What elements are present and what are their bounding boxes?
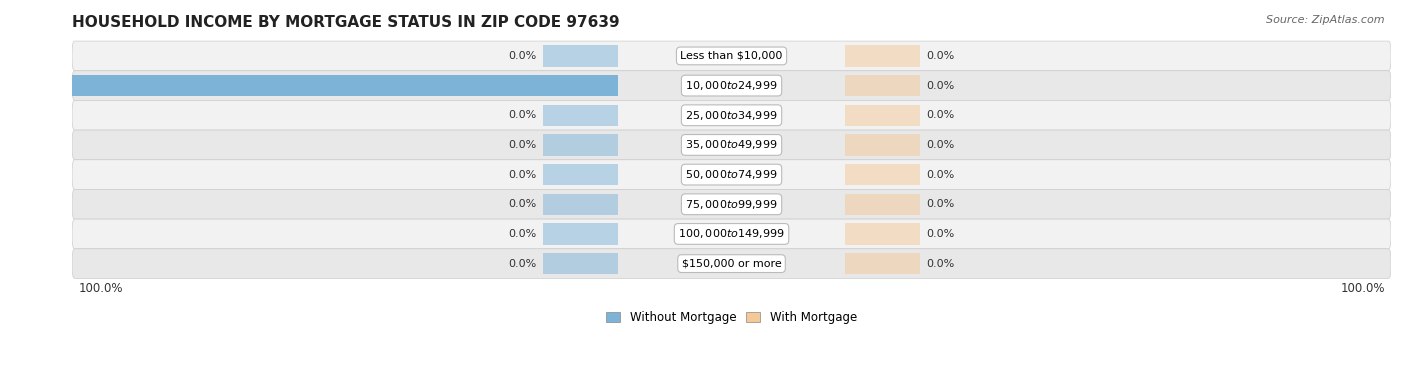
Text: 0.0%: 0.0% <box>509 140 537 150</box>
FancyBboxPatch shape <box>72 71 1391 100</box>
FancyBboxPatch shape <box>72 249 1391 279</box>
Bar <box>845 253 920 274</box>
Text: $10,000 to $24,999: $10,000 to $24,999 <box>685 79 778 92</box>
Bar <box>543 194 619 215</box>
Bar <box>845 75 920 96</box>
Bar <box>543 164 619 185</box>
Text: 0.0%: 0.0% <box>509 110 537 120</box>
Text: Less than $10,000: Less than $10,000 <box>681 51 783 61</box>
Text: $50,000 to $74,999: $50,000 to $74,999 <box>685 168 778 181</box>
Text: 0.0%: 0.0% <box>509 170 537 179</box>
Text: 0.0%: 0.0% <box>927 110 955 120</box>
Text: 0.0%: 0.0% <box>927 51 955 61</box>
Text: HOUSEHOLD INCOME BY MORTGAGE STATUS IN ZIP CODE 97639: HOUSEHOLD INCOME BY MORTGAGE STATUS IN Z… <box>72 15 620 30</box>
Text: 0.0%: 0.0% <box>927 81 955 90</box>
Text: 0.0%: 0.0% <box>927 259 955 269</box>
FancyBboxPatch shape <box>72 100 1391 130</box>
Bar <box>543 223 619 245</box>
FancyBboxPatch shape <box>72 130 1391 160</box>
Text: 100.0%: 100.0% <box>79 282 122 295</box>
Bar <box>845 164 920 185</box>
Bar <box>845 134 920 156</box>
Text: $150,000 or more: $150,000 or more <box>682 259 782 269</box>
Text: 0.0%: 0.0% <box>509 199 537 209</box>
FancyBboxPatch shape <box>72 189 1391 219</box>
Bar <box>0 75 619 96</box>
Text: 0.0%: 0.0% <box>927 140 955 150</box>
Bar <box>543 104 619 126</box>
FancyBboxPatch shape <box>72 160 1391 189</box>
Bar <box>845 223 920 245</box>
Text: $75,000 to $99,999: $75,000 to $99,999 <box>685 198 778 211</box>
Text: 0.0%: 0.0% <box>927 199 955 209</box>
Text: Source: ZipAtlas.com: Source: ZipAtlas.com <box>1267 15 1385 25</box>
FancyBboxPatch shape <box>72 219 1391 249</box>
Text: 0.0%: 0.0% <box>509 259 537 269</box>
Bar <box>543 253 619 274</box>
Bar <box>845 104 920 126</box>
Text: 100.0%: 100.0% <box>1340 282 1385 295</box>
Legend: Without Mortgage, With Mortgage: Without Mortgage, With Mortgage <box>602 307 862 329</box>
FancyBboxPatch shape <box>72 41 1391 71</box>
Text: $25,000 to $34,999: $25,000 to $34,999 <box>685 109 778 122</box>
Bar <box>543 134 619 156</box>
Bar <box>845 45 920 67</box>
Text: 0.0%: 0.0% <box>927 170 955 179</box>
Text: $100,000 to $149,999: $100,000 to $149,999 <box>678 227 785 241</box>
Bar <box>543 45 619 67</box>
Text: 100.0%: 100.0% <box>3 81 49 90</box>
Text: 0.0%: 0.0% <box>927 229 955 239</box>
Text: 0.0%: 0.0% <box>509 51 537 61</box>
Bar <box>845 194 920 215</box>
Text: 0.0%: 0.0% <box>509 229 537 239</box>
Text: $35,000 to $49,999: $35,000 to $49,999 <box>685 138 778 152</box>
